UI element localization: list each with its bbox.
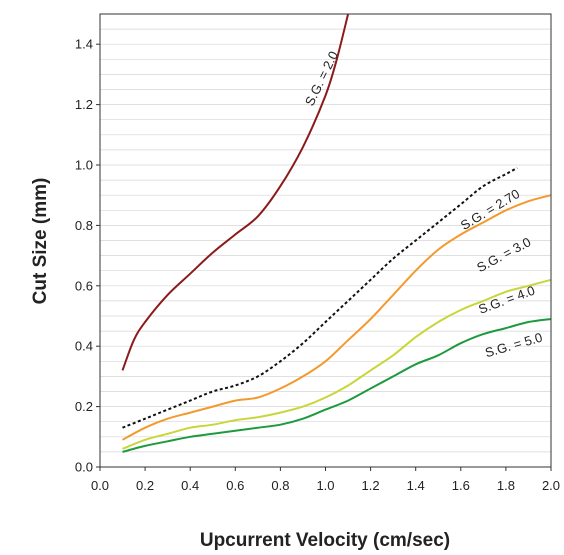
y-axis-title: Cut Size (mm) bbox=[30, 178, 51, 305]
x-tick-label: 1.0 bbox=[316, 478, 334, 493]
grid-lines bbox=[100, 28, 551, 453]
series-line bbox=[121, 13, 350, 371]
x-axis-title: Upcurrent Velocity (cm/sec) bbox=[200, 530, 450, 551]
x-tick-label: 1.4 bbox=[407, 478, 425, 493]
data-curves bbox=[121, 13, 552, 453]
x-tick-label: 1.2 bbox=[362, 478, 380, 493]
x-tick-label: 2.0 bbox=[542, 478, 560, 493]
y-tick-label: 0.6 bbox=[75, 278, 93, 293]
y-axis-ticks: 0.0 0.2 0.4 0.6 0.8 1.0 1.2 1.4 bbox=[75, 37, 100, 475]
series-line bbox=[122, 318, 552, 453]
x-tick-label: 0.0 bbox=[91, 478, 109, 493]
x-tick-label: 0.8 bbox=[271, 478, 289, 493]
x-tick-label: 1.6 bbox=[452, 478, 470, 493]
x-tick-label: 0.6 bbox=[226, 478, 244, 493]
series-line bbox=[122, 194, 552, 441]
y-tick-label: 0.0 bbox=[75, 460, 93, 475]
y-tick-label: 1.0 bbox=[75, 158, 93, 173]
series-line bbox=[122, 167, 518, 429]
x-tick-label: 0.4 bbox=[181, 478, 199, 493]
y-tick-label: 0.2 bbox=[75, 399, 93, 414]
x-tick-label: 0.2 bbox=[136, 478, 154, 493]
series-line bbox=[122, 278, 552, 450]
y-tick-label: 1.4 bbox=[75, 37, 93, 52]
x-axis-ticks: 0.0 0.2 0.4 0.6 0.8 1.0 1.2 1.4 1.6 1.8 2.0 bbox=[91, 467, 560, 493]
x-tick-label: 1.8 bbox=[497, 478, 515, 493]
y-tick-label: 0.8 bbox=[75, 218, 93, 233]
y-tick-label: 1.2 bbox=[75, 97, 93, 112]
y-tick-label: 0.4 bbox=[75, 339, 93, 354]
